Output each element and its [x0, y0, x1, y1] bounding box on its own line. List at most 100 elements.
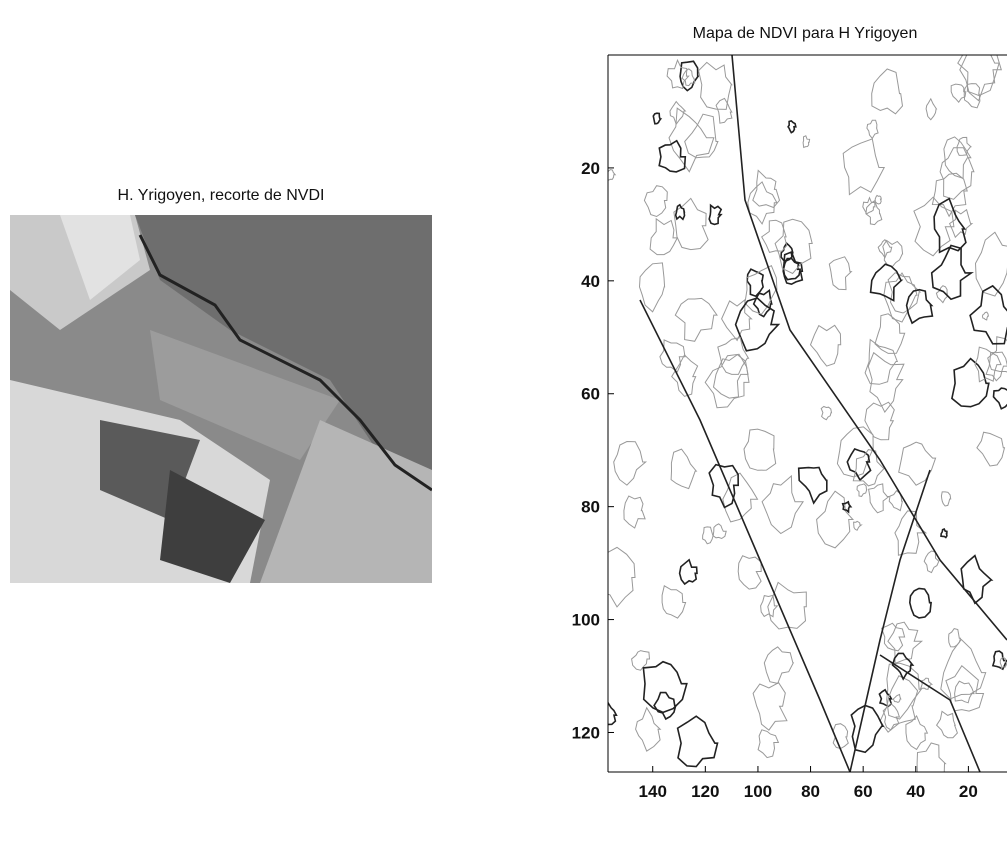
contour-line [932, 245, 972, 299]
contour-line [993, 651, 1007, 669]
contour-line [753, 683, 787, 730]
contour-line [788, 121, 796, 133]
contour-line [764, 647, 793, 684]
contour-line [887, 663, 922, 719]
contour-line [736, 298, 779, 351]
contour-line [893, 695, 901, 703]
contour-line [910, 588, 931, 618]
contour-line [670, 102, 685, 125]
contour-line [857, 484, 867, 497]
ndvi-image [10, 215, 432, 583]
contour-line [837, 427, 873, 477]
contour-line [875, 195, 881, 204]
contour-line [671, 449, 696, 489]
contour-line [869, 484, 889, 513]
contour-line [875, 314, 905, 354]
contour-line [685, 114, 718, 158]
contour-line [926, 99, 936, 120]
contour-line [650, 219, 677, 255]
contour-line [843, 502, 851, 512]
contour-line [941, 492, 950, 506]
contour-line [977, 432, 1005, 466]
contour-line [606, 170, 615, 181]
contour-line [829, 257, 851, 290]
page: H. Yrigoyen, recorte de NVDI Mapa de NDV… [0, 0, 1007, 848]
contour-line [854, 521, 862, 530]
contour-line [872, 69, 903, 114]
contour-line [879, 690, 891, 707]
x-tick-label: 20 [959, 782, 978, 801]
contour-line [799, 468, 827, 504]
contour-line [941, 640, 986, 699]
contour-line [850, 470, 930, 772]
contour-line [883, 241, 903, 268]
contour-line [659, 141, 685, 172]
contour-line [716, 98, 732, 123]
x-tick-label: 80 [801, 782, 820, 801]
contour-line [775, 219, 812, 273]
contour-line [952, 359, 989, 407]
contour-line [821, 407, 831, 420]
figure: H. Yrigoyen, recorte de NVDI Mapa de NDV… [0, 0, 1007, 848]
contour-field [597, 38, 1007, 782]
contour-line [951, 84, 966, 102]
contour-line [899, 442, 936, 485]
contour-line [662, 586, 686, 618]
contour-line [705, 354, 749, 407]
contour-line [961, 556, 991, 604]
contour-line [937, 711, 958, 737]
contour-line [703, 527, 714, 544]
y-tick-label: 120 [572, 723, 600, 742]
contour-line [744, 429, 776, 470]
contour-line [680, 560, 697, 584]
image-title: H. Yrigoyen, recorte de NVDI [118, 187, 325, 204]
contour-line [669, 108, 714, 172]
y-tick-label: 80 [581, 498, 600, 517]
contour-line [949, 629, 961, 647]
contour-line [867, 120, 878, 138]
contour-line [709, 205, 721, 224]
contour-line [738, 556, 761, 589]
y-tick-label: 100 [572, 611, 600, 630]
contour-line [895, 511, 926, 555]
contour-line [982, 312, 988, 320]
contour-line [675, 298, 717, 341]
contour-line [888, 273, 920, 313]
contour-title: Mapa de NDVI para H Yrigoyen [693, 25, 918, 42]
contour-line [748, 182, 777, 224]
contour-line [758, 730, 778, 758]
y-tick-label: 60 [581, 385, 600, 404]
contour-line [747, 269, 763, 296]
contour-line [941, 529, 947, 538]
contour-line [653, 113, 660, 124]
contour-line [817, 491, 853, 548]
x-tick-label: 100 [744, 782, 772, 801]
contour-line [654, 693, 676, 719]
contour-line [994, 388, 1007, 409]
contour-line [917, 743, 945, 782]
contour-line [811, 325, 841, 366]
contour-line [865, 402, 894, 440]
contour-line [955, 681, 974, 703]
contour-line [762, 476, 803, 534]
x-tick-label: 120 [691, 782, 719, 801]
contour-line [753, 170, 780, 207]
contour-line [843, 139, 884, 195]
y-tick-label: 20 [581, 159, 600, 178]
contour-line [643, 662, 686, 713]
x-tick-label: 140 [639, 782, 667, 801]
contour-line [644, 186, 667, 217]
x-tick-label: 60 [854, 782, 873, 801]
contour-line [640, 263, 665, 312]
contour-line [660, 340, 685, 372]
contour-line [597, 547, 635, 607]
y-tick-label: 40 [581, 272, 600, 291]
contour-line [880, 655, 980, 772]
contour-line [713, 524, 726, 539]
contour-line [636, 708, 661, 751]
contour-line [614, 442, 646, 486]
x-tick-label: 40 [906, 782, 925, 801]
contour-line [678, 716, 718, 766]
contour-line [676, 205, 685, 220]
contour-line [624, 496, 645, 528]
